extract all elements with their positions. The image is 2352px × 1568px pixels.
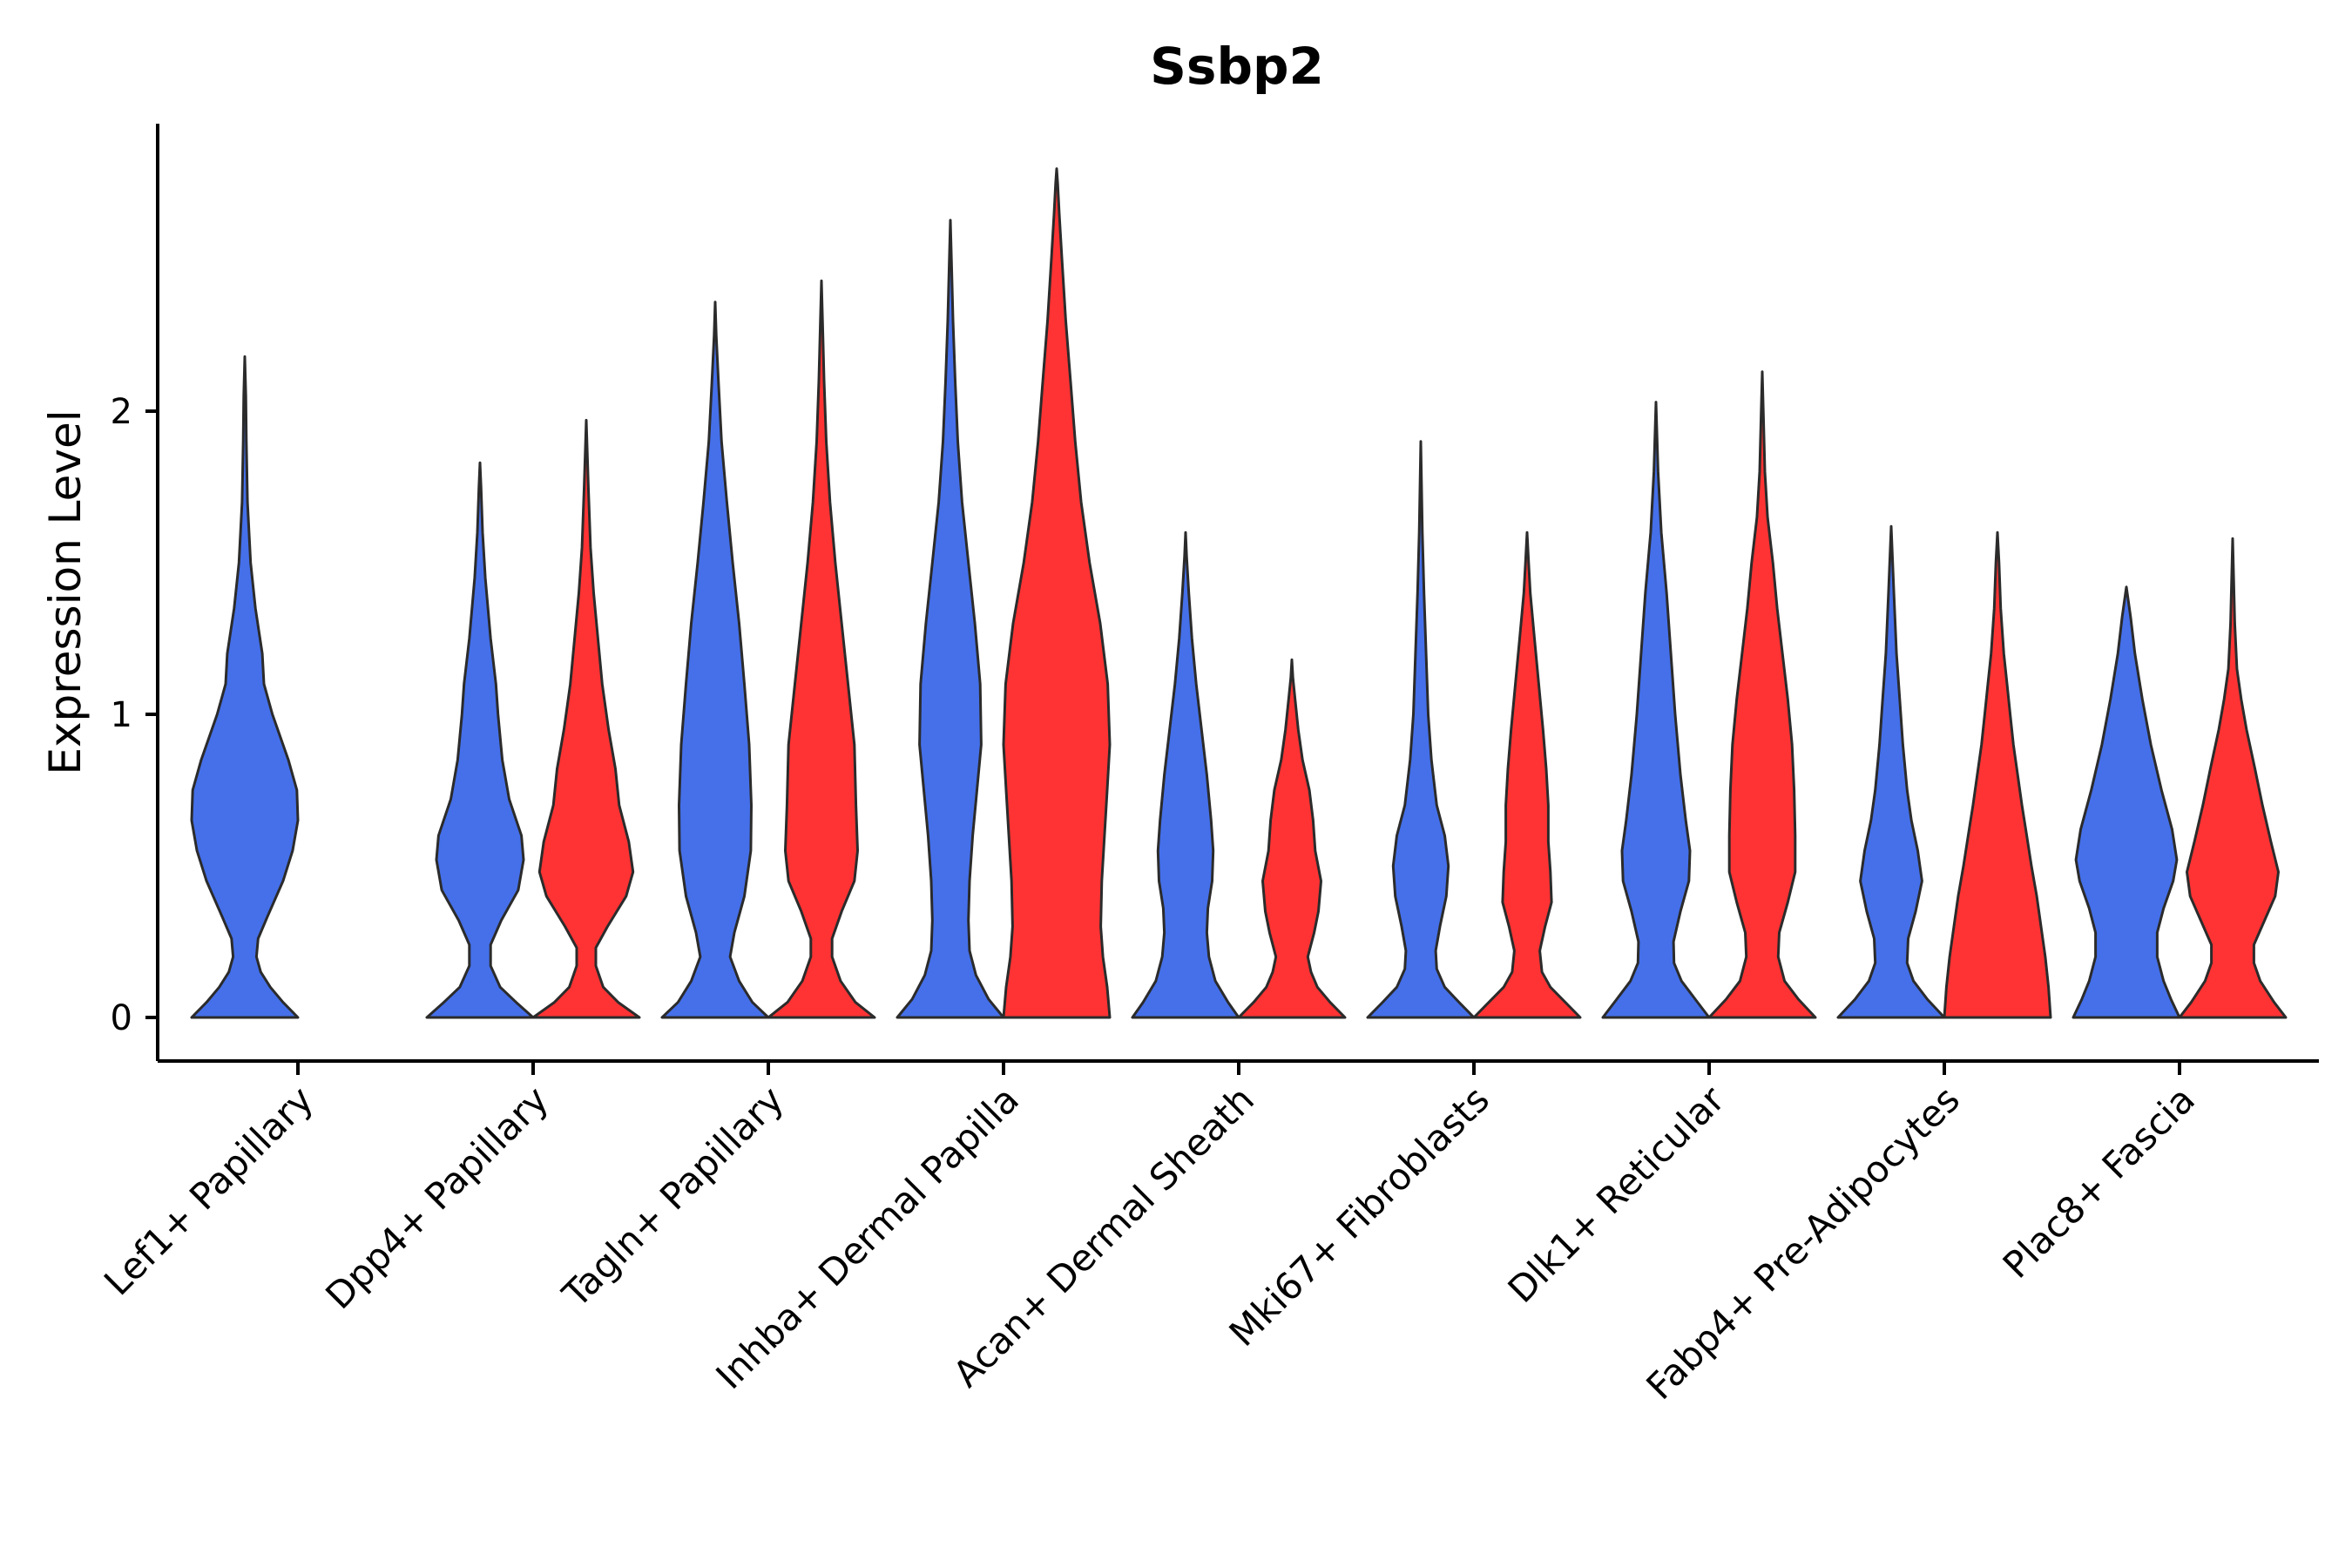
x-tick-label: Tagln+ Papillary: [554, 1078, 792, 1315]
violin-group_2: [767, 279, 876, 1019]
violin-group_1: [190, 355, 300, 1019]
violin-group_2: [1002, 167, 1112, 1019]
violin-group_2: [2178, 537, 2288, 1019]
violin-group_1: [896, 219, 1005, 1019]
violin-group_1: [1601, 401, 1711, 1019]
x-tick-label: Lef1+ Papillary: [96, 1078, 321, 1303]
violin-group_2: [1237, 658, 1347, 1019]
violin-group_1: [425, 461, 535, 1019]
x-tick-label: Dlk1+ Reticular: [1500, 1078, 1734, 1311]
violin-group_1: [1366, 440, 1476, 1019]
x-tick-label: Dpp4+ Papillary: [317, 1078, 557, 1317]
violin-group_1: [1131, 531, 1240, 1019]
violin-group_2: [1943, 531, 2052, 1019]
violin-group_2: [1472, 531, 1582, 1019]
y-ticks: 0 1 2: [111, 392, 158, 1038]
x-tick-label: Mki67+ Fibroblasts: [1221, 1078, 1497, 1354]
violin-group_1: [660, 301, 770, 1019]
chart-title: Ssbp2: [1150, 37, 1324, 96]
violin-group_2: [1707, 370, 1817, 1019]
violin-group_1: [1836, 524, 1946, 1019]
violin-layer: [190, 167, 2288, 1019]
y-tick-label: 2: [111, 392, 132, 432]
x-tick-label: Plac8+ Fascia: [1995, 1078, 2203, 1286]
y-axis-label: Expression Level: [40, 409, 91, 774]
violin-group_2: [531, 418, 641, 1019]
violin-group_1: [2072, 585, 2181, 1019]
y-tick-label: 1: [111, 695, 132, 735]
y-tick-label: 0: [111, 998, 132, 1038]
